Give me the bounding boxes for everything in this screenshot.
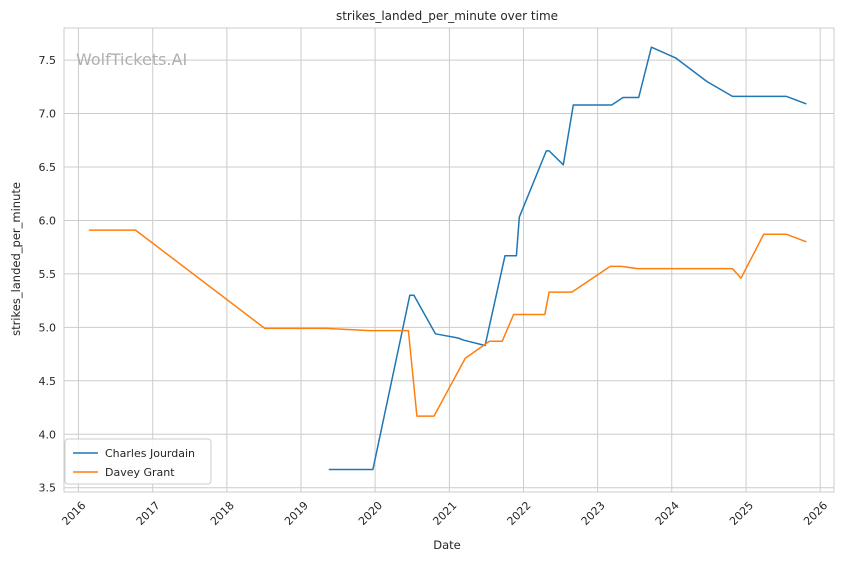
y-axis-ticks: 3.5 4.0 4.5 5.0 5.5 6.0 6.5 7.0 7.5 [39, 54, 57, 495]
chart-title: strikes_landed_per_minute over time [336, 9, 558, 23]
series-line-charles-jourdain [328, 46, 807, 471]
plot-frame [63, 27, 835, 493]
legend: Charles Jourdain Davey Grant [64, 438, 212, 485]
y-tick-label: 5.5 [39, 268, 57, 281]
y-tick-label: 7.5 [39, 54, 57, 67]
series-lines [88, 46, 807, 471]
series-line-davey-grant [88, 229, 807, 417]
y-tick-label: 4.0 [39, 428, 57, 441]
y-tick-label: 3.5 [39, 482, 57, 495]
watermark: WolfTickets.AI [76, 50, 187, 69]
y-axis-title: strikes_landed_per_minute [9, 182, 23, 336]
x-axis-title: Date [433, 538, 461, 552]
legend-label-charles-jourdain: Charles Jourdain [105, 447, 195, 460]
y-tick-label: 5.0 [39, 321, 57, 334]
y-tick-label: 4.5 [39, 375, 57, 388]
y-tick-label: 7.0 [39, 108, 57, 121]
y-tick-label: 6.5 [39, 161, 57, 174]
y-tick-label: 6.0 [39, 214, 57, 227]
legend-label-davey-grant: Davey Grant [105, 466, 175, 479]
legend-box [64, 438, 212, 485]
